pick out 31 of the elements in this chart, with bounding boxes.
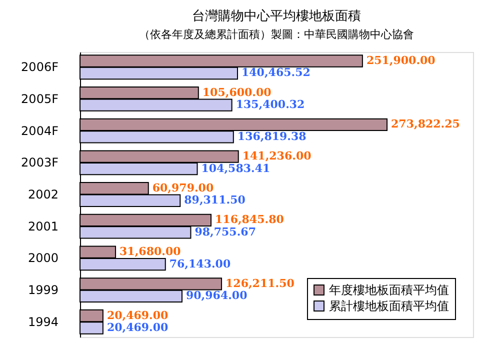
data-label: 273,822.25 — [391, 118, 460, 131]
chart-title: 台灣購物中心平均樓地板面積 — [192, 8, 361, 24]
y-tick-label: 2004F — [21, 124, 59, 138]
data-label: 135,400.32 — [236, 98, 305, 112]
y-tick-label: 2002 — [28, 188, 58, 202]
data-label: 98,755.67 — [194, 225, 256, 238]
y-tick-label: 2001 — [28, 219, 58, 234]
data-label: 20,469.00 — [106, 308, 169, 322]
data-label: 31,680.00 — [120, 245, 182, 258]
y-tick-label: 2005F — [21, 92, 59, 106]
data-label: 104,583.41 — [201, 162, 270, 175]
data-label: 116,845.80 — [215, 213, 284, 226]
data-label: 136,819.38 — [237, 130, 307, 143]
data-label: 89,311.50 — [184, 194, 246, 207]
y-tick-label: 1994 — [28, 314, 58, 329]
legend-label: 累計樓地板面積平均值 — [329, 299, 449, 313]
legend-label: 年度樓地板面積平均值 — [329, 283, 449, 297]
y-tick-label: 2003F — [21, 156, 59, 170]
data-label: 141,236.00 — [242, 150, 312, 163]
data-label: 251,900.00 — [366, 54, 436, 67]
y-tick-label: 2000 — [28, 251, 58, 266]
data-label: 60,979.00 — [152, 181, 214, 194]
y-tick-label: 2006F — [21, 60, 59, 74]
data-label: 76,143.00 — [169, 257, 231, 270]
chart-subtitle: （依各年度及總累計面積）製圖：中華民國購物中心協會 — [139, 28, 414, 41]
data-label: 105,600.00 — [202, 86, 272, 99]
data-label: 90,964.00 — [186, 289, 248, 302]
y-tick-label: 1999 — [28, 283, 58, 298]
data-label: 140,465.52 — [242, 66, 310, 80]
data-label: 126,211.50 — [226, 276, 295, 290]
data-label: 20,469.00 — [106, 321, 169, 334]
